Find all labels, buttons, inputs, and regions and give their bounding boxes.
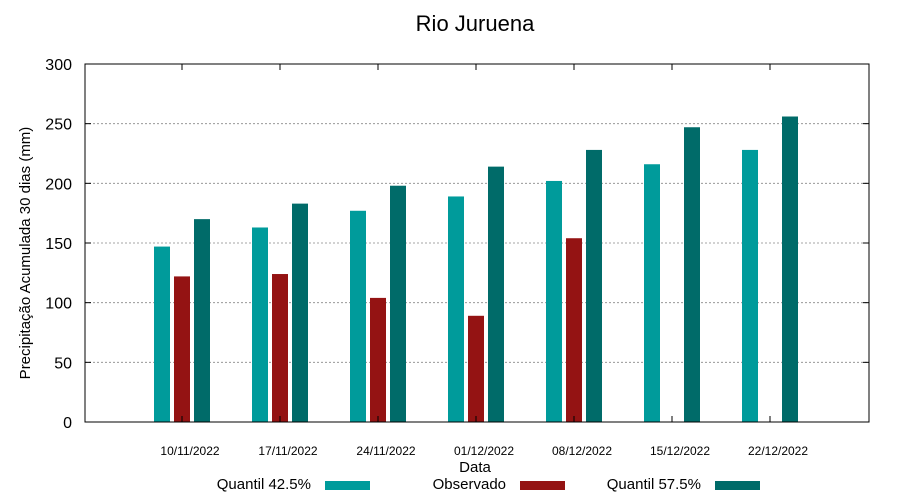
plot-frame [84, 63, 870, 423]
x-axis-label: Data [459, 459, 491, 476]
bar-q575 [194, 219, 210, 422]
bar-q575 [586, 149, 602, 423]
y-tick-label: 200 [45, 176, 72, 193]
y-tick-label: 50 [54, 355, 72, 372]
bar-q425 [448, 196, 464, 422]
legend-swatch [520, 481, 565, 490]
legend-swatch [715, 481, 760, 490]
bar-q575 [782, 116, 798, 423]
x-tick-label: 01/12/2022 [454, 444, 514, 458]
y-tick-label: 150 [45, 236, 72, 253]
y-axis-ticks: 0 50 100 150 200 250 300 [45, 57, 869, 432]
bar-q425 [350, 210, 366, 422]
bar-q575 [488, 166, 504, 422]
x-tick-label: 22/12/2022 [748, 444, 808, 458]
bar-observado [566, 238, 582, 422]
x-tick-label: 24/11/2022 [356, 444, 415, 458]
x-tick-label: 08/12/2022 [552, 444, 612, 458]
y-tick-label: 0 [63, 415, 72, 432]
x-axis-ticks: 10/11/2022 17/11/2022 24/11/2022 01/12/2022… [160, 64, 808, 458]
x-tick-label: 15/12/2022 [650, 444, 710, 458]
x-tick-label: 17/11/2022 [258, 444, 317, 458]
y-tick-label: 250 [45, 117, 72, 134]
bar-q425 [154, 246, 170, 422]
bar-q575 [292, 203, 308, 422]
bar-observado [468, 315, 484, 422]
legend-label: Observado [433, 476, 506, 493]
legend: Quantil 42.5% Observado Quantil 57.5% [217, 476, 760, 493]
y-tick-label: 100 [45, 296, 72, 313]
bar-q575 [684, 127, 700, 422]
bar-observado [272, 274, 288, 422]
chart-title: Rio Juruena [416, 11, 535, 36]
bar-q575 [390, 185, 406, 422]
bar-q425 [644, 164, 660, 423]
bars [154, 116, 798, 423]
bar-q425 [742, 149, 758, 423]
y-tick-label: 300 [45, 57, 72, 74]
y-axis-label: Precipitação Acumulada 30 dias (mm) [17, 127, 34, 380]
bar-q425 [546, 180, 562, 422]
bar-observado [370, 297, 386, 422]
bar-observado [174, 276, 190, 422]
legend-label: Quantil 57.5% [607, 476, 701, 493]
bar-q425 [252, 227, 268, 422]
legend-label: Quantil 42.5% [217, 476, 311, 493]
x-tick-label: 10/11/2022 [160, 444, 219, 458]
legend-swatch [325, 481, 370, 490]
